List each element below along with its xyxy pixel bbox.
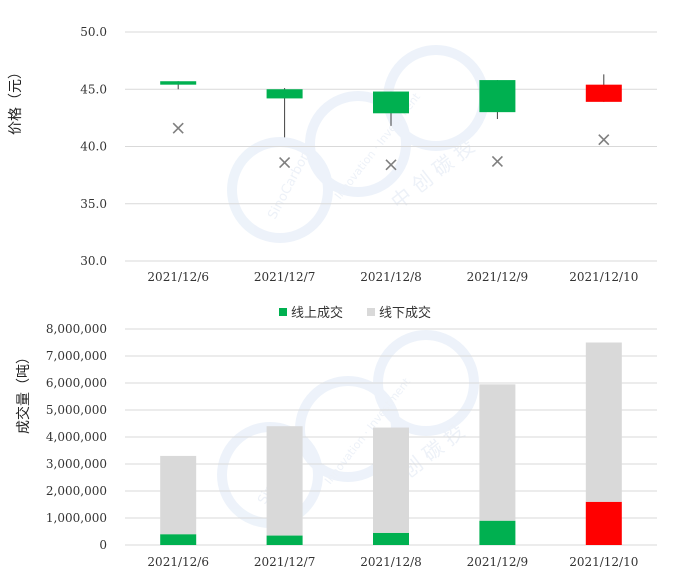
legend-label-online: 线上成交 [291,305,343,321]
price-x-tick-label: 2021/12/6 [147,270,209,284]
volume-y-tick-label: 5,000,000 [46,403,107,417]
volume-y-tick-label: 6,000,000 [46,376,107,390]
volume-y-tick-label: 8,000,000 [46,322,107,336]
price-y-tick-label: 35.0 [80,197,107,211]
offline-volume-bar [479,384,516,521]
x-marker [491,155,503,167]
legend-label-offline: 线下成交 [379,305,431,321]
candle-body [266,89,303,99]
x-marker-stroke [385,159,397,171]
volume-bars [160,342,622,545]
volume-y-tick-label: 7,000,000 [46,349,107,363]
volume-y-tick-label: 2,000,000 [46,484,107,498]
volume-stacked-bar-chart: 线上成交 线下成交 0 1,000,000 2,000,000 3,000,000 4,0… [15,305,657,569]
x-marker [279,156,291,169]
price-x-tick-label: 2021/12/8 [360,270,422,284]
volume-legend: 线上成交 线下成交 [279,305,431,321]
price-x-tick-label: 2021/12/10 [569,270,638,284]
volume-x-tick-label: 2021/12/8 [360,555,422,569]
x-marker-stroke [172,122,184,134]
offline-volume-bar [266,426,303,536]
volume-x-tick-label: 2021/12/6 [147,555,209,569]
price-y-axis-title: 价格（元） [8,65,24,135]
watermark-brand-latin: SinoCarbon [265,149,313,222]
volume-y-tick-label: 1,000,000 [46,511,107,525]
candle-body [160,81,197,85]
volume-y-tick-label: 4,000,000 [46,430,107,444]
volume-x-tick-label: 2021/12/10 [569,555,638,569]
price-y-tick-label: 30.0 [80,254,107,268]
online-volume-bar [373,532,409,545]
online-volume-bar [585,501,622,545]
legend-swatch-offline [367,308,375,316]
x-marker [385,159,397,171]
x-marker [172,122,184,134]
volume-y-tick-label: 3,000,000 [46,457,107,471]
price-x-tick-labels: 2021/12/6 2021/12/7 2021/12/8 2021/12/9 2021… [147,270,638,284]
price-y-tick-label: 40.0 [80,140,107,154]
offline-volume-bar [160,455,197,535]
x-marker-stroke [491,155,503,167]
volume-x-tick-label: 2021/12/7 [254,555,316,569]
volume-y-axis-title: 成交量（吨） [15,350,32,434]
volume-x-tick-labels: 2021/12/6 2021/12/7 2021/12/8 2021/12/9 2021… [147,555,638,569]
price-candlestick-chart: 30.035.040.045.050.0 2021/12/6 2021/12/7 2… [8,25,657,284]
x-marker [598,134,610,146]
offline-volume-bar [585,342,622,502]
x-marker-stroke [279,156,291,169]
price-y-tick-label: 50.0 [80,25,107,39]
candle-body [373,91,409,114]
legend-swatch-online [279,308,287,316]
online-volume-bar [160,534,197,545]
watermark-ring [227,137,333,243]
price-y-tick-labels: 30.0 35.0 40.0 45.0 50.0 [80,25,107,268]
candle-body [479,80,516,113]
price-candles [160,74,622,138]
online-volume-bar [266,535,303,545]
price-x-tick-label: 2021/12/9 [467,270,529,284]
online-volume-bar [479,520,516,545]
price-gridlines [125,31,657,262]
watermark-ring [305,91,411,197]
x-marker-stroke [598,134,610,146]
volume-y-tick-labels: 0 1,000,000 2,000,000 3,000,000 4,000,000 5,0… [46,322,107,552]
price-y-tick-label: 45.0 [80,82,107,96]
price-x-tick-label: 2021/12/7 [254,270,316,284]
price-x-markers [172,122,610,171]
volume-y-tick-label: 0 [99,538,107,552]
volume-x-tick-label: 2021/12/9 [467,555,529,569]
candle-body [585,84,622,102]
offline-volume-bar [373,427,409,533]
